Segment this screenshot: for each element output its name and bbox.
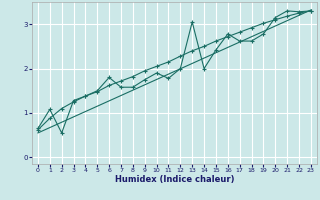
X-axis label: Humidex (Indice chaleur): Humidex (Indice chaleur) (115, 175, 234, 184)
